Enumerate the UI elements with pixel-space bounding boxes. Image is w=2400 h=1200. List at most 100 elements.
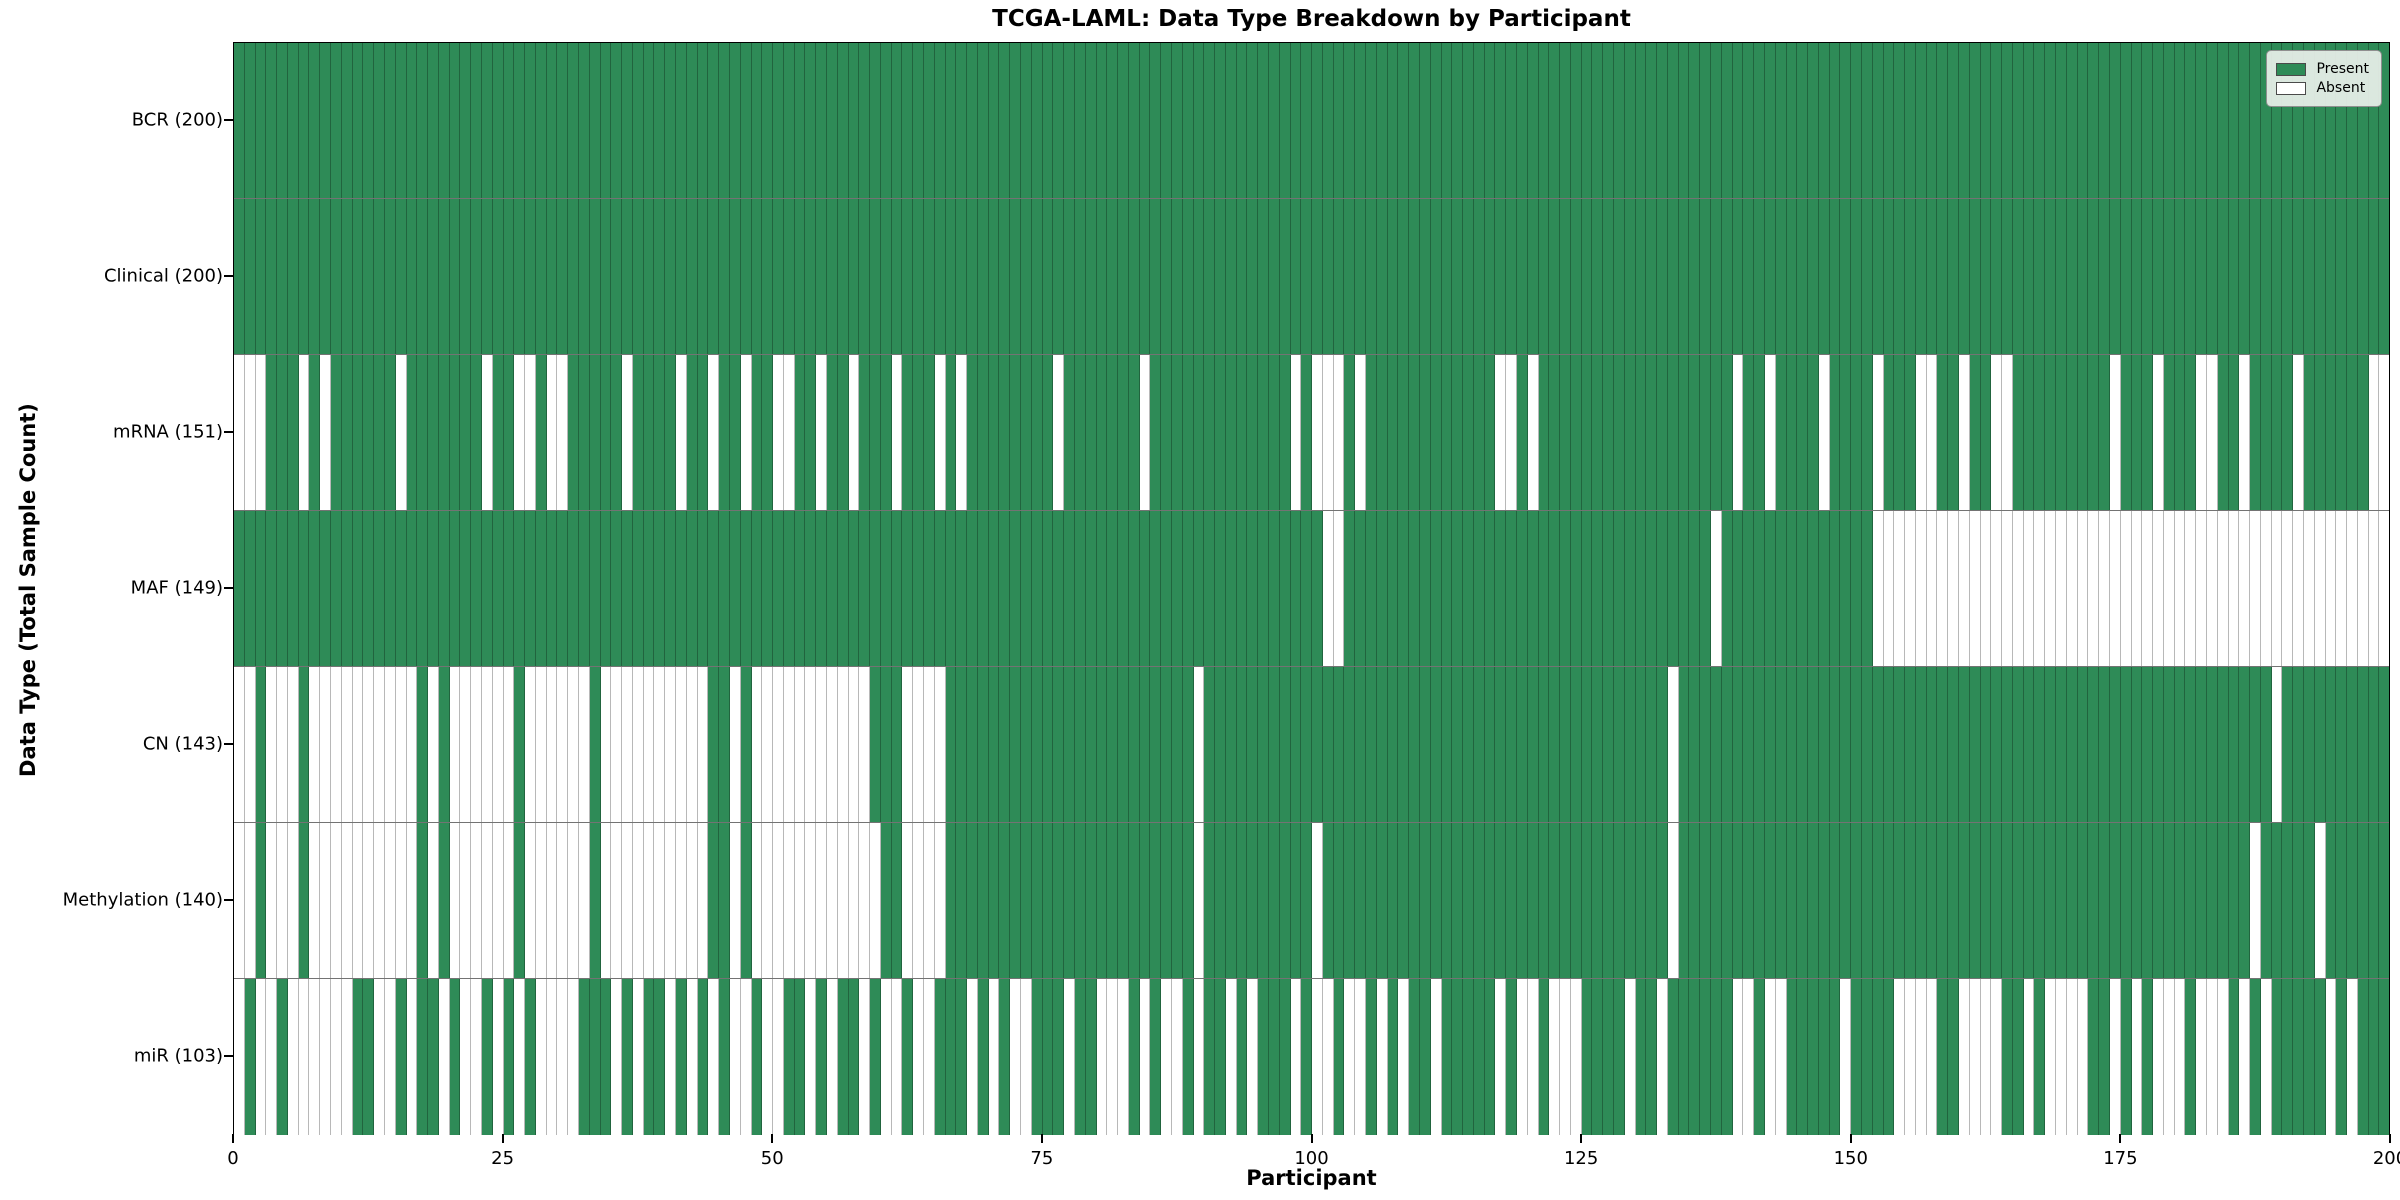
heatmap-cell <box>298 667 310 822</box>
heatmap-cell <box>1818 43 1830 198</box>
heatmap-cell <box>1732 199 1744 354</box>
heatmap-cell <box>1861 979 1873 1135</box>
heatmap-cell <box>438 511 450 666</box>
heatmap-cell <box>719 511 730 666</box>
legend-swatch-absent-icon <box>2276 81 2307 95</box>
heatmap-cell <box>1074 979 1086 1135</box>
heatmap-cell <box>751 667 763 822</box>
heatmap-cell <box>2368 667 2380 822</box>
heatmap-cell <box>794 823 806 978</box>
heatmap-cell <box>2357 355 2369 510</box>
heatmap-cell <box>1700 511 1712 666</box>
heatmap-cell <box>859 667 871 822</box>
x-tick-label-100: 100 <box>1294 1148 1329 1169</box>
heatmap-cell <box>2185 43 2197 198</box>
heatmap-cell <box>611 43 623 198</box>
heatmap-cell <box>1096 979 1108 1135</box>
heatmap-row-Methylation <box>234 823 2390 979</box>
heatmap-cell <box>2012 43 2024 198</box>
heatmap-cell <box>298 355 310 510</box>
heatmap-cell <box>1344 355 1356 510</box>
heatmap-cell <box>2185 823 2197 978</box>
heatmap-cell <box>2163 823 2175 978</box>
heatmap-cell <box>686 511 698 666</box>
heatmap-cell <box>525 355 536 510</box>
heatmap-cell <box>2185 199 2197 354</box>
heatmap-cell <box>309 199 321 354</box>
heatmap-cell <box>374 667 385 822</box>
heatmap-cell <box>2088 979 2100 1135</box>
heatmap-cell <box>1948 823 1959 978</box>
heatmap-cell <box>913 979 924 1135</box>
heatmap-cell <box>1980 199 1992 354</box>
heatmap-cell <box>1624 979 1636 1135</box>
heatmap-cell <box>568 355 579 510</box>
y-tick-mark <box>224 587 233 589</box>
heatmap-cell <box>514 667 526 822</box>
heatmap-cell <box>1624 511 1636 666</box>
heatmap-cell <box>1635 43 1647 198</box>
heatmap-cell <box>1366 823 1377 978</box>
heatmap-cell <box>837 511 849 666</box>
heatmap-cell <box>309 979 321 1135</box>
heatmap-cell <box>2336 355 2348 510</box>
heatmap-cell <box>2034 823 2046 978</box>
heatmap-cell <box>773 199 784 354</box>
heatmap-cell <box>956 823 968 978</box>
heatmap-cell <box>557 199 569 354</box>
heatmap-cell <box>762 355 774 510</box>
heatmap-cell <box>2368 511 2380 666</box>
heatmap-cell <box>2347 823 2358 978</box>
heatmap-cell <box>1797 667 1809 822</box>
heatmap-cell <box>406 823 418 978</box>
heatmap-cell <box>2066 43 2078 198</box>
heatmap-cell <box>1452 199 1464 354</box>
heatmap-cell <box>826 511 838 666</box>
heatmap-cell <box>1409 667 1420 822</box>
heatmap-cell <box>2109 43 2121 198</box>
heatmap-cell <box>848 511 860 666</box>
heatmap-cell <box>632 823 644 978</box>
heatmap-cell <box>1657 43 1668 198</box>
heatmap-cell <box>1161 199 1172 354</box>
heatmap-cell <box>341 43 353 198</box>
heatmap-cell <box>2379 979 2390 1135</box>
heatmap-cell <box>859 823 871 978</box>
heatmap-cell <box>967 43 978 198</box>
heatmap-cell <box>2228 43 2240 198</box>
heatmap-cell <box>471 199 482 354</box>
heatmap-cell <box>945 667 957 822</box>
heatmap-cell <box>2217 43 2229 198</box>
heatmap-cell <box>1861 667 1873 822</box>
heatmap-cell <box>2379 823 2390 978</box>
heatmap-cell <box>1711 511 1722 666</box>
heatmap-cell <box>234 511 245 666</box>
x-tick-label-125: 125 <box>1563 1148 1599 1169</box>
heatmap-cell <box>1118 979 1129 1135</box>
heatmap-cell <box>880 355 892 510</box>
heatmap-cell <box>1948 511 1959 666</box>
heatmap-cell <box>2206 355 2218 510</box>
heatmap-cell <box>320 823 332 978</box>
heatmap-cell <box>1010 355 1022 510</box>
heatmap-cell <box>1010 667 1022 822</box>
heatmap-cell <box>988 667 1000 822</box>
heatmap-cell <box>1818 823 1830 978</box>
heatmap-cell <box>2142 823 2154 978</box>
heatmap-cell <box>579 979 590 1135</box>
heatmap-cell <box>1312 199 1323 354</box>
heatmap-cell <box>2325 979 2337 1135</box>
heatmap-cell <box>1031 979 1043 1135</box>
heatmap-cell <box>384 199 396 354</box>
heatmap-cell <box>352 199 364 354</box>
heatmap-cell <box>234 667 245 822</box>
heatmap-cell <box>999 355 1011 510</box>
heatmap-cell <box>2056 823 2067 978</box>
heatmap-cell <box>244 511 256 666</box>
heatmap-cell <box>1279 355 1291 510</box>
heatmap-cell <box>1829 823 1841 978</box>
heatmap-cell <box>1463 979 1474 1135</box>
heatmap-cell <box>2196 355 2207 510</box>
heatmap-cell <box>945 823 957 978</box>
heatmap-cell <box>1258 823 1269 978</box>
